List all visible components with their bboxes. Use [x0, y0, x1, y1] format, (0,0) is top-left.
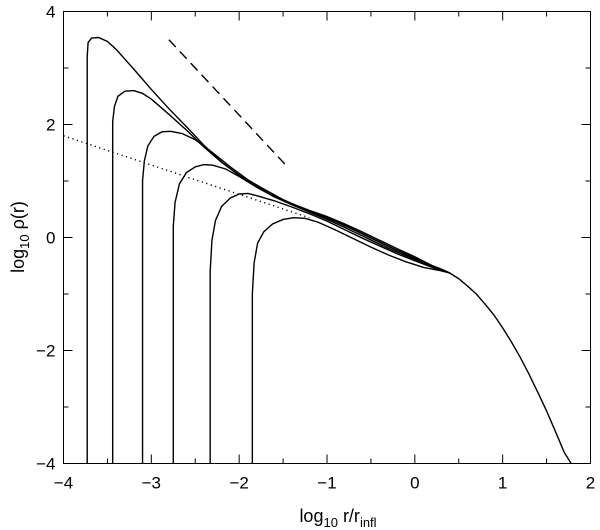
- y-tick-label: 4: [46, 3, 55, 22]
- series-line-1-solid: [86, 36, 572, 464]
- x-tick-label: 1: [498, 474, 507, 493]
- y-axis-label-base: log: [8, 249, 28, 273]
- x-tick-label: 0: [410, 474, 419, 493]
- x-axis-label-sub: 10: [323, 515, 337, 530]
- x-tick-label: −4: [54, 474, 73, 493]
- x-tick-label: −1: [317, 474, 336, 493]
- x-tick-label: −3: [142, 474, 161, 493]
- x-axis-label-main: r/r: [338, 506, 360, 526]
- y-tick-label: −2: [36, 342, 55, 361]
- y-tick-label: 2: [46, 116, 55, 135]
- y-tick-label: −4: [36, 455, 55, 474]
- x-axis-label-base: log: [299, 506, 323, 526]
- x-tick-labels: −4 −3 −2 −1 0 1 2: [54, 474, 595, 493]
- series-line-4-solid: [172, 163, 451, 464]
- series-line-8-dotted: [63, 135, 310, 219]
- x-axis-label: log10 r/rinfl: [299, 506, 376, 530]
- y-axis-label-sub: 10: [17, 234, 32, 248]
- y-tick-labels: −4 −2 0 2 4: [36, 3, 55, 474]
- x-axis-label-msub: infl: [360, 515, 377, 530]
- y-axis-label-main: ρ(r): [8, 201, 28, 234]
- data-curves: [63, 36, 572, 464]
- x-tick-label: 2: [586, 474, 595, 493]
- series-line-3-solid: [141, 130, 451, 464]
- x-tick-label: −2: [229, 474, 248, 493]
- series-line-6-solid: [251, 217, 451, 464]
- series-line-2-solid: [111, 89, 451, 464]
- series-line-5-solid: [209, 192, 451, 464]
- series-line-7-dashed: [168, 39, 286, 165]
- y-axis-label: log10 ρ(r): [8, 201, 32, 273]
- y-tick-label: 0: [46, 229, 55, 248]
- axis-ticks: [63, 11, 591, 464]
